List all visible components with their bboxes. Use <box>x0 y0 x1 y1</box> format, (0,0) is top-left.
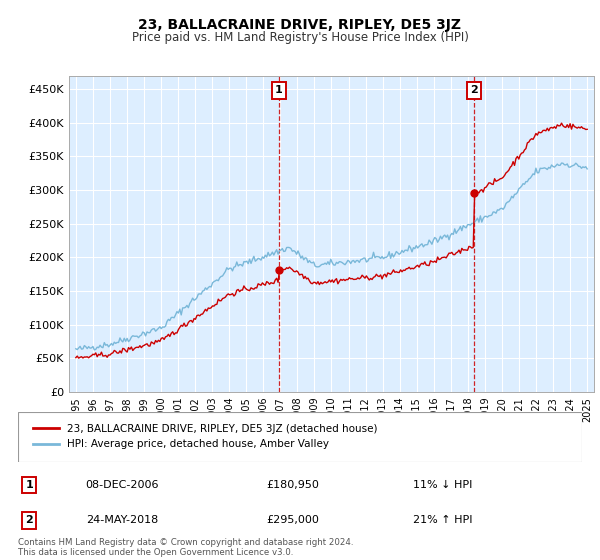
Text: Price paid vs. HM Land Registry's House Price Index (HPI): Price paid vs. HM Land Registry's House … <box>131 31 469 44</box>
Text: 11% ↓ HPI: 11% ↓ HPI <box>413 480 472 490</box>
Text: 1: 1 <box>275 86 283 95</box>
Text: 23, BALLACRAINE DRIVE, RIPLEY, DE5 3JZ: 23, BALLACRAINE DRIVE, RIPLEY, DE5 3JZ <box>139 18 461 32</box>
Text: 21% ↑ HPI: 21% ↑ HPI <box>413 515 472 525</box>
Legend: 23, BALLACRAINE DRIVE, RIPLEY, DE5 3JZ (detached house), HPI: Average price, det: 23, BALLACRAINE DRIVE, RIPLEY, DE5 3JZ (… <box>29 420 382 454</box>
Text: £295,000: £295,000 <box>266 515 319 525</box>
Text: 2: 2 <box>470 86 478 95</box>
Text: Contains HM Land Registry data © Crown copyright and database right 2024.
This d: Contains HM Land Registry data © Crown c… <box>18 538 353 557</box>
Text: 24-MAY-2018: 24-MAY-2018 <box>86 515 158 525</box>
Text: 2: 2 <box>25 515 33 525</box>
Text: 1: 1 <box>25 480 33 490</box>
Text: 08-DEC-2006: 08-DEC-2006 <box>86 480 159 490</box>
Text: £180,950: £180,950 <box>266 480 319 490</box>
